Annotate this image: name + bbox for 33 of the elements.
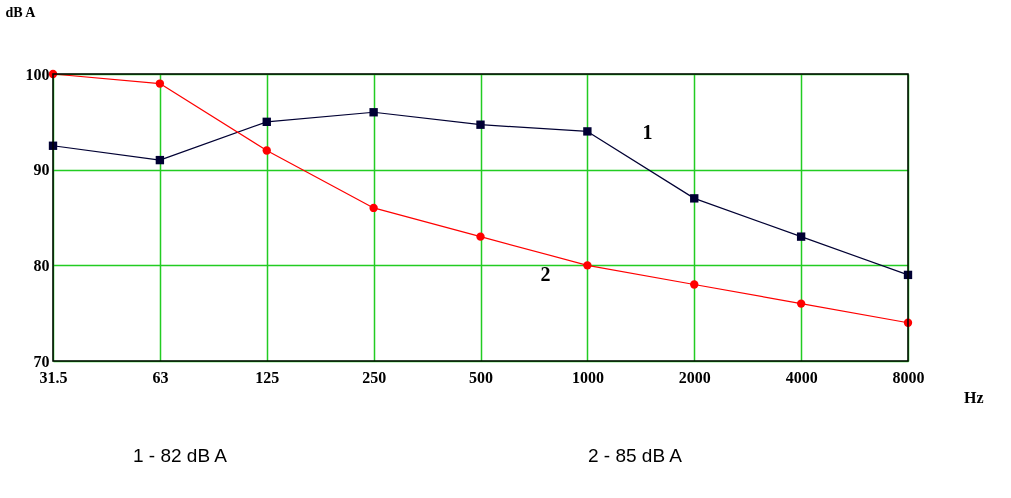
series-label: 2	[540, 262, 551, 285]
point	[262, 146, 271, 155]
x-tick-label: 1000	[571, 368, 604, 386]
x-tick-label: 8000	[892, 368, 925, 386]
point	[155, 155, 165, 165]
text: 2 - 85 dB A	[588, 445, 683, 466]
point	[690, 194, 699, 203]
x-tick-label: 500	[469, 368, 493, 386]
y-tick-label: 80	[33, 256, 50, 274]
point	[690, 280, 699, 289]
x-tick-label: 250	[362, 368, 387, 386]
series-label: 1	[642, 121, 653, 144]
y-tick-label: 90	[33, 161, 50, 179]
point	[476, 232, 485, 241]
y-tick-label: 100	[25, 65, 50, 83]
point	[583, 127, 592, 136]
point	[369, 203, 378, 213]
point	[796, 299, 806, 308]
y-tick-label: 70	[33, 352, 50, 370]
x-axis-title: Hz	[963, 388, 984, 406]
x-tick-label: 125	[255, 368, 280, 386]
point	[262, 117, 271, 127]
y-axis-title: dB A	[5, 4, 37, 20]
text: 1 - 82 dB A	[133, 445, 228, 466]
point	[476, 120, 485, 129]
point	[155, 79, 165, 88]
x-tick-label: 4000	[785, 368, 818, 386]
x-tick-label: 2000	[678, 368, 711, 386]
point	[583, 261, 592, 270]
point	[369, 108, 378, 117]
point	[796, 232, 806, 241]
x-tick-label: 31.5	[39, 368, 68, 386]
x-tick-label: 63	[152, 368, 169, 386]
